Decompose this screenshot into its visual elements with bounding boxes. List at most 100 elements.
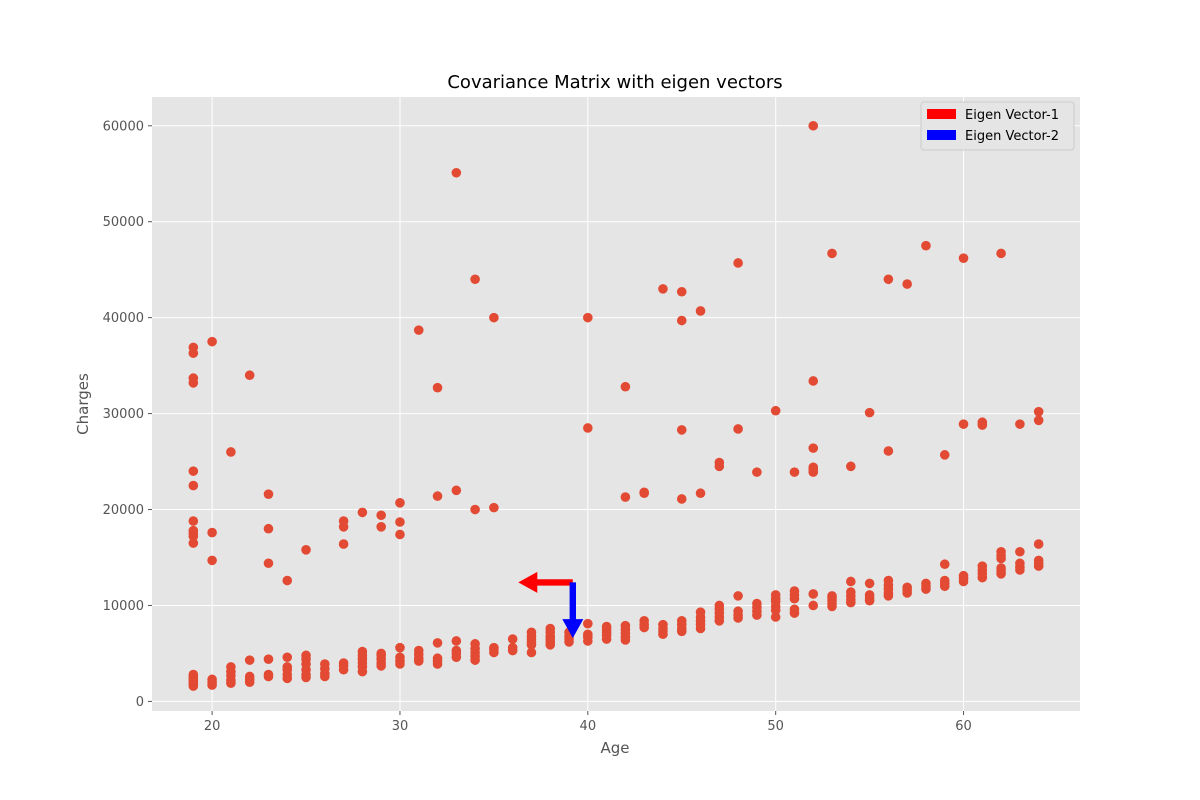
data-point bbox=[846, 461, 856, 472]
data-point bbox=[1033, 415, 1044, 426]
y-tick-label: 50000 bbox=[103, 215, 144, 230]
data-point bbox=[695, 306, 706, 316]
legend: Eigen Vector-1 Eigen Vector-2 bbox=[920, 101, 1075, 151]
data-point bbox=[395, 498, 405, 508]
y-axis-ticks: 0 10000 20000 30000 40000 50000 60000 bbox=[103, 119, 152, 710]
data-point bbox=[789, 467, 800, 477]
data-point bbox=[733, 424, 743, 434]
y-tick-label: 0 bbox=[136, 695, 144, 710]
data-point bbox=[789, 604, 800, 615]
data-point bbox=[996, 546, 1006, 557]
data-point bbox=[977, 417, 988, 428]
data-point bbox=[902, 582, 912, 593]
data-point bbox=[808, 600, 819, 611]
data-point bbox=[395, 517, 405, 527]
data-point bbox=[376, 648, 386, 659]
data-point bbox=[357, 646, 368, 657]
data-point bbox=[658, 619, 668, 630]
data-point bbox=[188, 538, 199, 548]
data-point bbox=[714, 600, 725, 611]
legend-label-eigen-vector-2: Eigen Vector-2 bbox=[965, 129, 1059, 144]
data-point bbox=[676, 494, 687, 504]
data-point bbox=[770, 612, 781, 622]
data-point bbox=[676, 286, 687, 297]
data-point bbox=[395, 529, 405, 540]
data-point bbox=[188, 466, 199, 476]
data-point bbox=[338, 539, 349, 549]
data-point bbox=[939, 450, 950, 460]
data-point bbox=[188, 516, 199, 526]
eigen-vector-1-arrow bbox=[518, 571, 573, 593]
data-point bbox=[413, 645, 424, 656]
y-tick-label: 60000 bbox=[103, 119, 144, 134]
data-point bbox=[733, 258, 743, 268]
data-point bbox=[188, 525, 199, 536]
data-point bbox=[789, 586, 800, 596]
data-point bbox=[752, 598, 762, 609]
data-point bbox=[244, 655, 255, 665]
data-point bbox=[263, 654, 274, 664]
data-point bbox=[996, 248, 1006, 259]
data-point bbox=[921, 578, 931, 589]
legend-box bbox=[920, 101, 1075, 151]
plot-background bbox=[152, 97, 1080, 711]
data-point bbox=[939, 559, 950, 570]
data-point bbox=[301, 650, 311, 661]
data-point bbox=[188, 669, 199, 680]
data-point bbox=[733, 591, 743, 601]
data-point bbox=[226, 447, 236, 457]
data-point bbox=[451, 485, 462, 496]
eigen-vector-2-arrow bbox=[562, 582, 584, 639]
data-point bbox=[583, 629, 593, 640]
data-point bbox=[733, 606, 743, 617]
data-point bbox=[451, 645, 462, 656]
data-point bbox=[658, 284, 668, 294]
data-point bbox=[583, 312, 593, 323]
eigen-vectors bbox=[518, 571, 584, 639]
data-point bbox=[770, 590, 781, 600]
data-point bbox=[921, 240, 931, 251]
data-point bbox=[827, 248, 837, 259]
data-point bbox=[226, 662, 236, 672]
data-point bbox=[207, 527, 217, 538]
data-point bbox=[207, 555, 217, 566]
data-point bbox=[639, 616, 649, 626]
y-tick-label: 40000 bbox=[103, 311, 144, 326]
data-point bbox=[451, 636, 462, 646]
data-point bbox=[1033, 539, 1044, 549]
data-point bbox=[188, 373, 199, 383]
data-point bbox=[432, 638, 443, 648]
data-point bbox=[489, 502, 499, 513]
data-point bbox=[470, 504, 480, 515]
data-point bbox=[413, 325, 424, 335]
data-point bbox=[770, 405, 781, 416]
x-axis-label: Age bbox=[600, 739, 629, 757]
x-tick-label: 60 bbox=[955, 719, 972, 734]
grid bbox=[152, 97, 1080, 711]
data-point bbox=[432, 491, 443, 501]
data-point bbox=[620, 381, 631, 392]
data-point bbox=[695, 607, 706, 617]
data-point bbox=[958, 419, 969, 429]
data-point bbox=[507, 642, 518, 653]
data-point bbox=[1033, 555, 1044, 566]
data-point bbox=[601, 621, 612, 632]
data-point bbox=[489, 312, 499, 323]
scatter-points bbox=[188, 120, 1044, 691]
data-point bbox=[808, 376, 819, 386]
data-point bbox=[883, 446, 894, 456]
data-point bbox=[864, 578, 875, 589]
data-point bbox=[244, 671, 255, 682]
legend-swatch-eigen-vector-2 bbox=[927, 130, 956, 140]
data-point bbox=[282, 575, 293, 586]
data-point bbox=[470, 274, 480, 285]
data-point bbox=[752, 467, 762, 477]
x-axis-ticks: 20 30 40 50 60 bbox=[204, 711, 972, 734]
data-point bbox=[1033, 406, 1044, 417]
data-point bbox=[864, 407, 875, 418]
data-point bbox=[395, 642, 405, 653]
y-tick-label: 10000 bbox=[103, 599, 144, 614]
data-point bbox=[489, 642, 499, 653]
data-point bbox=[1015, 558, 1025, 569]
data-point bbox=[526, 647, 537, 658]
